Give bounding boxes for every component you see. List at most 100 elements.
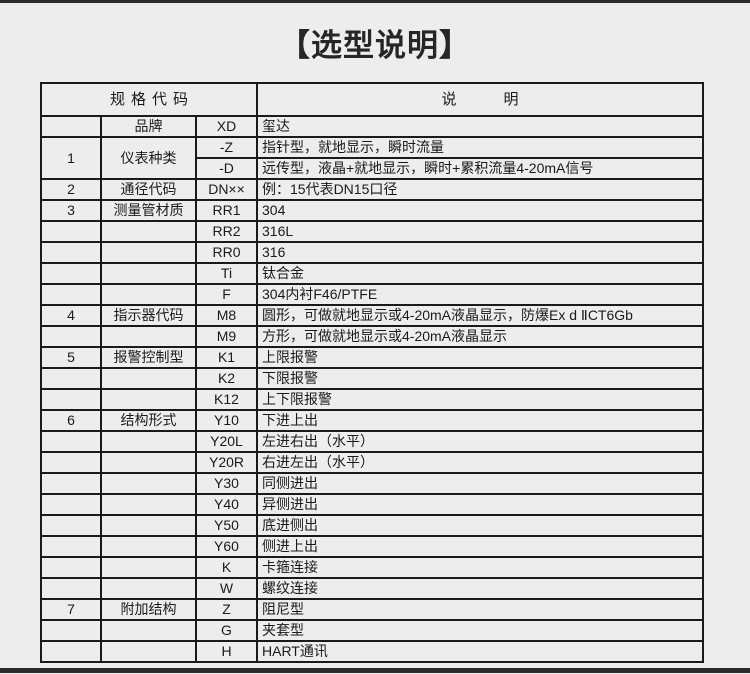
spec-name-cell: 附加结构 <box>100 598 197 621</box>
code-cell: -D <box>195 157 258 180</box>
row-number-cell <box>40 325 102 348</box>
description-cell: 304内衬F46/PTFE <box>256 283 704 306</box>
description-cell: HART通讯 <box>256 640 704 663</box>
selection-table: 规格代码 说明 品牌 XD 玺达 1 仪表种类 -Z 指针型，就地显示，瞬时流量 -D 远传型，… <box>40 82 704 663</box>
description-cell: 方形，可做就地显示或4-20mA液晶显示 <box>256 325 704 348</box>
description-cell: 卡箍连接 <box>256 556 704 579</box>
table-row: Y30 同侧进出 <box>40 472 704 495</box>
spec-code-header: 规格代码 <box>40 82 258 117</box>
code-cell: DN×× <box>195 178 258 201</box>
description-cell: 上下限报警 <box>256 388 704 411</box>
spec-name-cell <box>100 493 197 516</box>
table-row: Y50 底进侧出 <box>40 514 704 537</box>
row-number-cell: 6 <box>40 409 102 432</box>
code-cell: Ti <box>195 262 258 285</box>
table-row: Y20R 右进左出（水平） <box>40 451 704 474</box>
spec-name-cell <box>100 472 197 495</box>
table-row: Y60 侧进上出 <box>40 535 704 558</box>
description-cell: 夹套型 <box>256 619 704 642</box>
selection-table-body: 品牌 XD 玺达 1 仪表种类 -Z 指针型，就地显示，瞬时流量 -D 远传型，液晶+就地显示，… <box>40 115 704 663</box>
code-cell: Y50 <box>195 514 258 537</box>
row-number-cell <box>40 283 102 306</box>
description-cell: 例：15代表DN15口径 <box>256 178 704 201</box>
code-cell: Y60 <box>195 535 258 558</box>
code-cell: Y30 <box>195 472 258 495</box>
spec-name-cell <box>100 283 197 306</box>
table-row: RR2 316L <box>40 220 704 243</box>
row-number-cell <box>40 220 102 243</box>
row-number-cell: 4 <box>40 304 102 327</box>
spec-name-cell: 仪表种类 <box>100 136 197 180</box>
code-cell: H <box>195 640 258 663</box>
row-number-cell <box>40 262 102 285</box>
spec-name-cell <box>100 556 197 579</box>
code-cell: RR1 <box>195 199 258 222</box>
spec-name-cell <box>100 388 197 411</box>
page-title: 【选型说明】 <box>279 28 471 63</box>
row-number-cell <box>40 115 102 138</box>
table-row: G 夹套型 <box>40 619 704 642</box>
code-cell: Y40 <box>195 493 258 516</box>
code-cell: K12 <box>195 388 258 411</box>
table-row: W 螺纹连接 <box>40 577 704 600</box>
row-number-cell <box>40 556 102 579</box>
row-number-cell <box>40 640 102 663</box>
row-number-cell <box>40 241 102 264</box>
spec-name-cell <box>100 430 197 453</box>
row-number-cell <box>40 535 102 558</box>
spec-name-cell <box>100 325 197 348</box>
row-number-cell <box>40 493 102 516</box>
spec-name-cell: 结构形式 <box>100 409 197 432</box>
spec-name-cell <box>100 220 197 243</box>
table-row: K12 上下限报警 <box>40 388 704 411</box>
code-cell: K1 <box>195 346 258 369</box>
table-row: 6 结构形式 Y10 下进上出 <box>40 409 704 432</box>
code-cell: F <box>195 283 258 306</box>
row-number-cell <box>40 577 102 600</box>
table-row: RR0 316 <box>40 241 704 264</box>
code-cell: M9 <box>195 325 258 348</box>
bottom-divider-bar <box>0 668 750 673</box>
table-row: K 卡箍连接 <box>40 556 704 579</box>
code-cell: K <box>195 556 258 579</box>
table-row: Ti 钛合金 <box>40 262 704 285</box>
table-row: F 304内衬F46/PTFE <box>40 283 704 306</box>
description-cell: 螺纹连接 <box>256 577 704 600</box>
description-cell: 侧进上出 <box>256 535 704 558</box>
table-row: Y20L 左进右出（水平） <box>40 430 704 453</box>
row-number-cell <box>40 430 102 453</box>
spec-name-cell <box>100 241 197 264</box>
spec-name-cell: 通径代码 <box>100 178 197 201</box>
spec-name-cell <box>100 577 197 600</box>
description-cell: 钛合金 <box>256 262 704 285</box>
table-row: 5 报警控制型 K1 上限报警 <box>40 346 704 369</box>
spec-name-cell: 测量管材质 <box>100 199 197 222</box>
code-cell: XD <box>195 115 258 138</box>
spec-name-cell <box>100 640 197 663</box>
spec-name-cell <box>100 262 197 285</box>
spec-name-cell <box>100 619 197 642</box>
row-number-cell: 2 <box>40 178 102 201</box>
row-number-cell <box>40 619 102 642</box>
table-row: 7 附加结构 Z 阻尼型 <box>40 598 704 621</box>
spec-name-cell <box>100 367 197 390</box>
code-cell: M8 <box>195 304 258 327</box>
row-number-cell <box>40 472 102 495</box>
description-cell: 316L <box>256 220 704 243</box>
spec-name-cell: 品牌 <box>100 115 197 138</box>
spec-name-cell: 报警控制型 <box>100 346 197 369</box>
code-cell: Z <box>195 598 258 621</box>
description-cell: 玺达 <box>256 115 704 138</box>
table-row: M9 方形，可做就地显示或4-20mA液晶显示 <box>40 325 704 348</box>
spec-name-cell <box>100 535 197 558</box>
spec-name-cell <box>100 451 197 474</box>
description-cell: 远传型，液晶+就地显示，瞬时+累积流量4-20mA信号 <box>256 157 704 180</box>
code-cell: W <box>195 577 258 600</box>
table-row: H HART通讯 <box>40 640 704 663</box>
code-cell: Y20R <box>195 451 258 474</box>
row-number-cell <box>40 367 102 390</box>
code-cell: RR0 <box>195 241 258 264</box>
code-cell: K2 <box>195 367 258 390</box>
top-divider-bar <box>0 0 750 3</box>
